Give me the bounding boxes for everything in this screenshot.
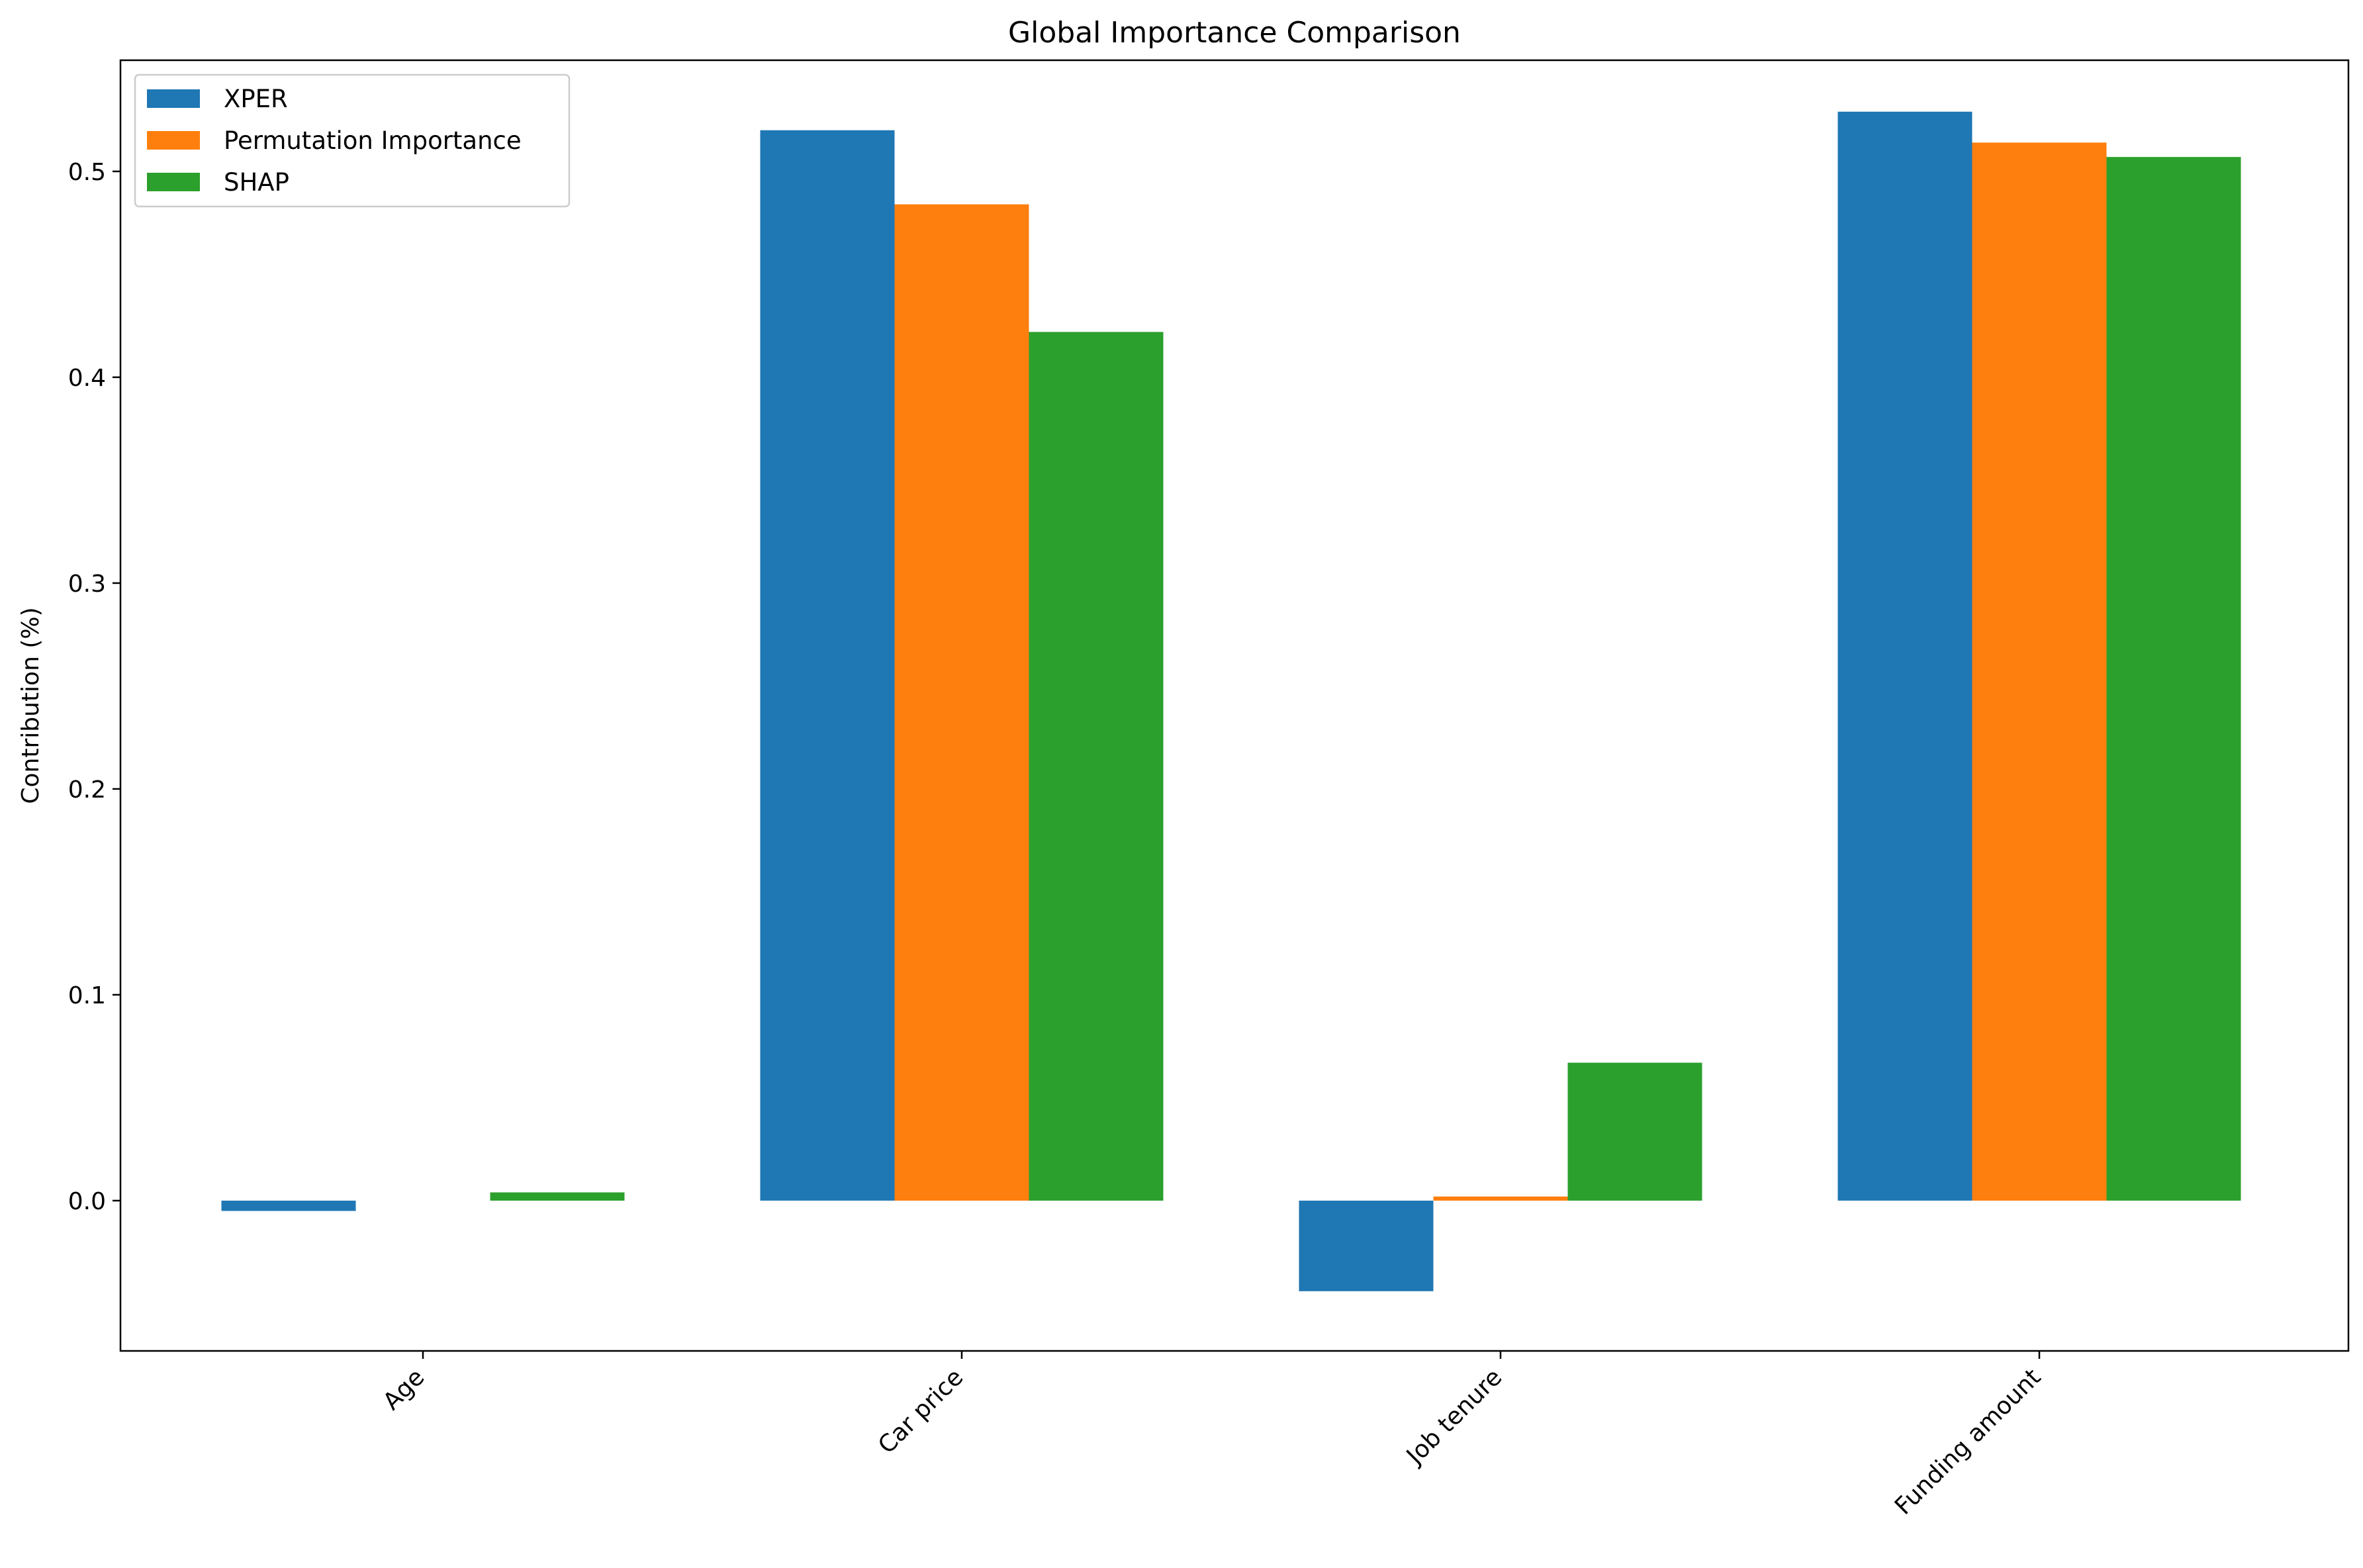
legend-label: XPER xyxy=(224,85,288,113)
bar-permutation-importance-job-tenure xyxy=(1433,1196,1568,1201)
x-axis: Age Car price Job tenure Funding amount xyxy=(378,1351,2046,1520)
bar-shap-job-tenure xyxy=(1567,1062,1702,1201)
plot-frame xyxy=(119,59,2350,1352)
y-tick-label: 0.0 xyxy=(68,1188,106,1215)
legend-label: SHAP xyxy=(224,168,289,197)
y-tick-label: 0.4 xyxy=(68,365,106,392)
bar-permutation-importance-car-price xyxy=(894,204,1029,1201)
legend: XPER Permutation Importance SHAP xyxy=(134,73,571,208)
x-tick-label: Funding amount xyxy=(1890,1363,2046,1520)
y-tick-label: 0.5 xyxy=(68,159,106,186)
bar-shap-age xyxy=(490,1192,625,1201)
bar-xper-age xyxy=(221,1200,356,1211)
chart-title: Global Importance Comparison xyxy=(1008,16,1461,50)
legend-swatch xyxy=(147,131,200,150)
x-tick-label: Age xyxy=(378,1363,430,1415)
x-tick-label: Job tenure xyxy=(1401,1363,1507,1470)
bar-xper-job-tenure xyxy=(1299,1200,1434,1291)
y-axis: 0.0 0.1 0.2 0.3 0.4 0.5 xyxy=(68,159,120,1215)
bars xyxy=(221,111,2241,1291)
bar-shap-car-price xyxy=(1029,332,1164,1201)
legend-swatch xyxy=(147,89,200,108)
x-tick-label: Car price xyxy=(873,1363,968,1459)
legend-swatch xyxy=(147,173,200,191)
y-axis-label: Contribution (%) xyxy=(17,607,44,804)
bar-xper-funding-amount xyxy=(1837,111,1972,1201)
legend-box xyxy=(134,73,571,208)
y-tick-label: 0.3 xyxy=(68,571,106,598)
bar-shap-funding-amount xyxy=(2106,157,2241,1201)
y-tick-label: 0.1 xyxy=(68,982,106,1009)
y-tick-label: 0.2 xyxy=(68,776,106,804)
bar-xper-car-price xyxy=(760,130,895,1201)
legend-label: Permutation Importance xyxy=(224,126,522,155)
bar-permutation-importance-funding-amount xyxy=(1972,142,2107,1201)
